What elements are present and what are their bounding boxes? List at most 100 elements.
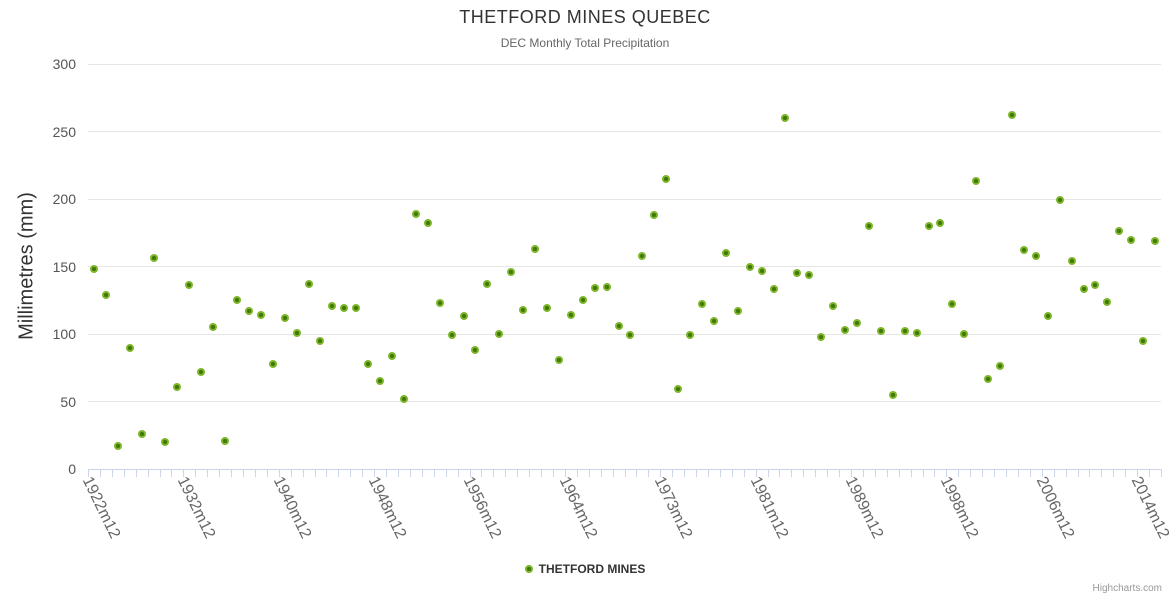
data-point[interactable] — [376, 377, 385, 386]
data-point[interactable] — [817, 332, 826, 341]
data-point[interactable] — [531, 244, 540, 253]
data-point[interactable] — [447, 331, 456, 340]
data-point[interactable] — [459, 312, 468, 321]
data-point[interactable] — [161, 438, 170, 446]
data-point[interactable] — [1019, 246, 1028, 255]
data-point[interactable] — [292, 328, 301, 337]
data-point[interactable] — [149, 254, 158, 263]
data-point[interactable] — [721, 249, 730, 257]
data-point[interactable] — [960, 330, 969, 338]
data-point[interactable] — [900, 327, 909, 336]
data-point[interactable] — [733, 307, 742, 316]
x-axis-tick — [350, 469, 352, 477]
data-point[interactable] — [221, 436, 230, 445]
data-point[interactable] — [650, 211, 659, 220]
data-point[interactable] — [686, 331, 695, 340]
x-axis-tick — [1041, 469, 1043, 477]
data-point[interactable] — [924, 222, 933, 230]
x-axis-tick — [1149, 469, 1151, 477]
data-point[interactable] — [674, 385, 683, 394]
data-point[interactable] — [185, 281, 194, 290]
data-point[interactable] — [89, 265, 98, 274]
data-point[interactable] — [638, 251, 647, 260]
data-point[interactable] — [423, 219, 432, 228]
data-point[interactable] — [1007, 111, 1016, 120]
data-point[interactable] — [662, 174, 671, 183]
data-point[interactable] — [352, 304, 361, 313]
data-point[interactable] — [471, 346, 480, 355]
data-point[interactable] — [1067, 257, 1076, 266]
data-point[interactable] — [876, 327, 885, 336]
data-point[interactable] — [757, 266, 766, 275]
data-point[interactable] — [304, 280, 313, 289]
data-point[interactable] — [125, 343, 134, 352]
data-point[interactable] — [769, 285, 778, 294]
data-point[interactable] — [852, 319, 861, 328]
data-point[interactable] — [244, 307, 253, 316]
data-point[interactable] — [1079, 285, 1088, 294]
data-point[interactable] — [948, 300, 957, 309]
data-point[interactable] — [256, 311, 265, 320]
data-point[interactable] — [1091, 281, 1100, 290]
data-point[interactable] — [507, 267, 516, 276]
data-point[interactable] — [1103, 297, 1112, 306]
data-point[interactable] — [554, 355, 563, 364]
data-point[interactable] — [399, 394, 408, 403]
data-point[interactable] — [912, 328, 921, 337]
data-point[interactable] — [197, 367, 206, 376]
data-point[interactable] — [614, 321, 623, 330]
data-point[interactable] — [781, 114, 790, 122]
x-axis-tick — [469, 469, 471, 477]
data-point[interactable] — [280, 313, 289, 322]
x-axis-tick — [1053, 469, 1055, 477]
data-point[interactable] — [173, 382, 182, 391]
highcharts-credit[interactable]: Highcharts.com — [1092, 583, 1162, 594]
y-axis-label: 50 — [60, 393, 76, 410]
data-point[interactable] — [841, 325, 850, 334]
data-point[interactable] — [566, 311, 575, 320]
data-point[interactable] — [101, 290, 110, 299]
data-point[interactable] — [829, 301, 838, 310]
data-point[interactable] — [1055, 196, 1064, 205]
data-point[interactable] — [864, 222, 873, 230]
data-point[interactable] — [519, 305, 528, 314]
data-point[interactable] — [483, 280, 492, 289]
data-point[interactable] — [268, 359, 277, 368]
data-point[interactable] — [936, 219, 945, 228]
legend-item-thetford-mines[interactable]: THETFORD MINES — [524, 562, 645, 576]
data-point[interactable] — [1127, 235, 1136, 244]
data-point[interactable] — [209, 323, 218, 332]
data-point[interactable] — [996, 362, 1005, 371]
data-point[interactable] — [1139, 336, 1148, 345]
data-point[interactable] — [1151, 236, 1160, 245]
data-point[interactable] — [793, 269, 802, 278]
data-point[interactable] — [972, 177, 981, 186]
data-point[interactable] — [805, 270, 814, 279]
data-point[interactable] — [435, 298, 444, 307]
data-point[interactable] — [113, 442, 122, 451]
data-point[interactable] — [745, 262, 754, 271]
data-point[interactable] — [233, 296, 242, 305]
data-point[interactable] — [697, 300, 706, 309]
data-point[interactable] — [578, 296, 587, 305]
data-point[interactable] — [590, 284, 599, 293]
data-point[interactable] — [888, 390, 897, 399]
data-point[interactable] — [602, 282, 611, 291]
x-axis-tick — [266, 469, 268, 477]
data-point[interactable] — [364, 359, 373, 368]
x-axis-tick — [123, 469, 125, 477]
data-point[interactable] — [709, 316, 718, 325]
data-point[interactable] — [984, 374, 993, 383]
data-point[interactable] — [495, 330, 504, 338]
data-point[interactable] — [626, 331, 635, 340]
data-point[interactable] — [137, 429, 146, 438]
data-point[interactable] — [1043, 312, 1052, 321]
data-point[interactable] — [1115, 227, 1124, 236]
data-point[interactable] — [316, 336, 325, 345]
data-point[interactable] — [328, 301, 337, 310]
data-point[interactable] — [388, 351, 397, 360]
data-point[interactable] — [1031, 251, 1040, 260]
data-point[interactable] — [340, 304, 349, 313]
data-point[interactable] — [411, 209, 420, 218]
data-point[interactable] — [543, 304, 551, 313]
